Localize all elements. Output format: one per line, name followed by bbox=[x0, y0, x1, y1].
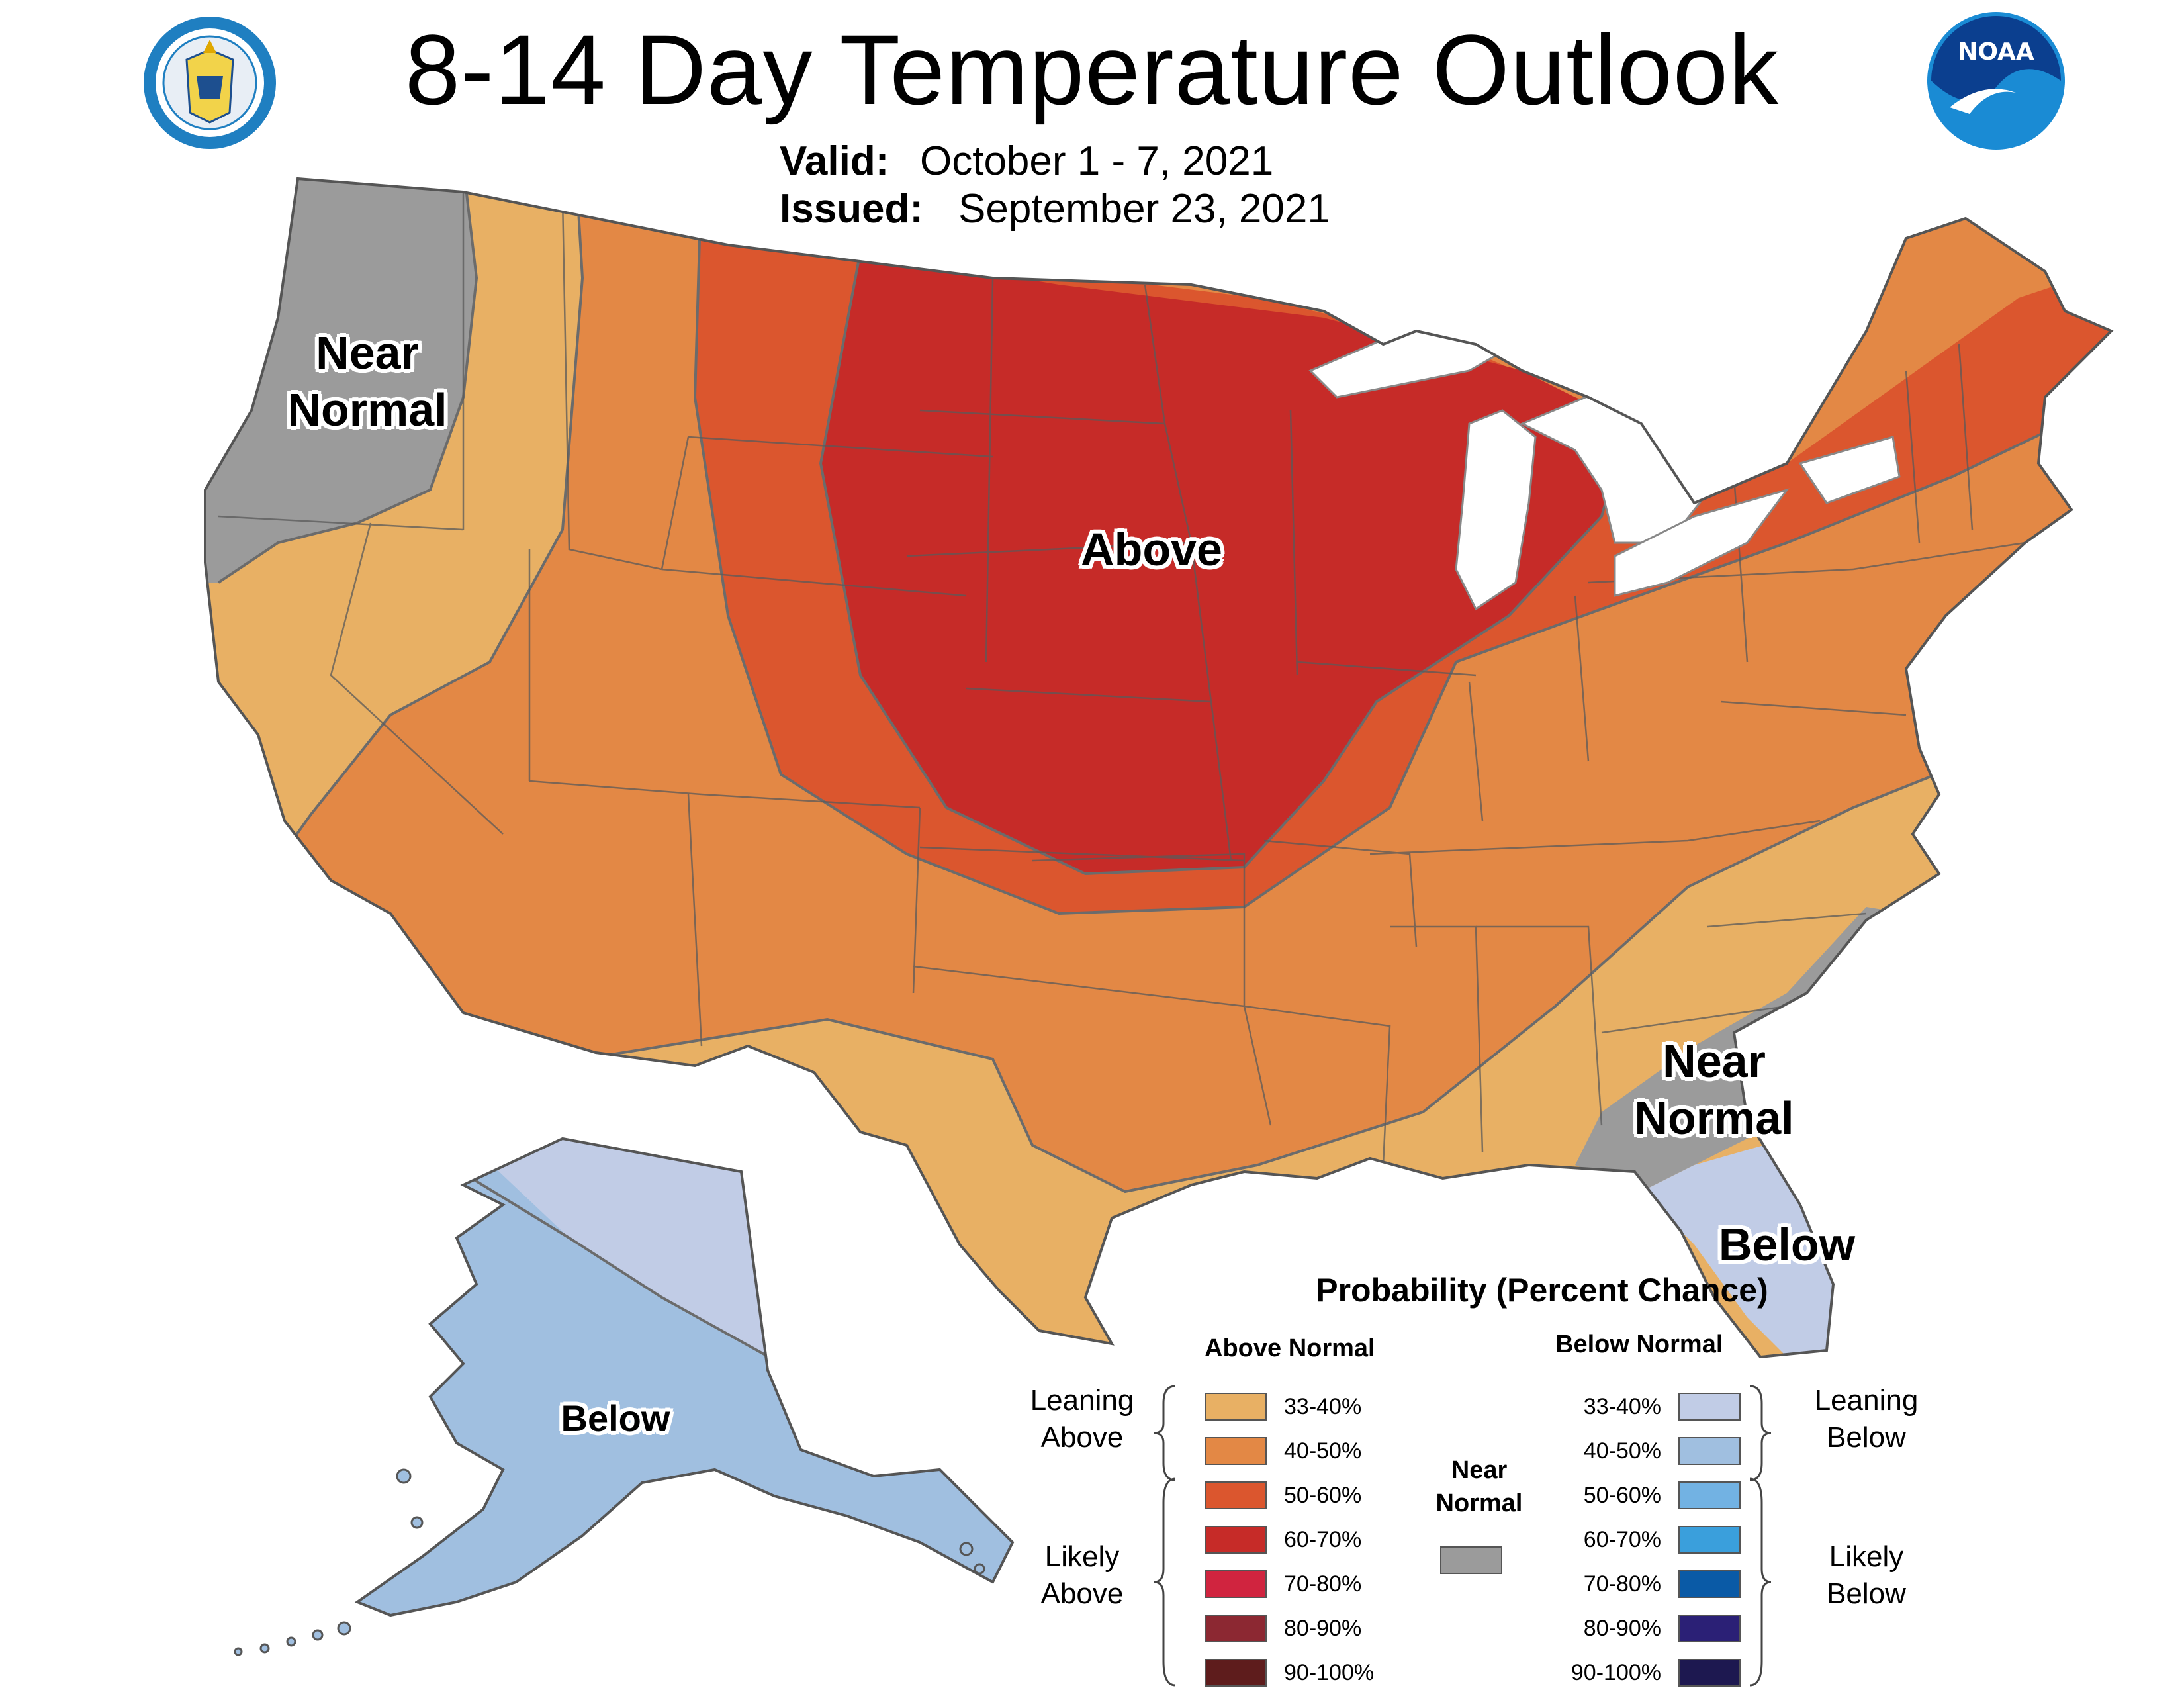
near-normal-southeast-line1: Near bbox=[1662, 1035, 1766, 1087]
near-normal-west-label: Near Normal bbox=[258, 324, 477, 438]
leaning-above-line2: Above bbox=[1040, 1421, 1124, 1454]
leaning-above-label: Leaning Above bbox=[1006, 1382, 1158, 1456]
leaning-below-line2: Below bbox=[1827, 1421, 1906, 1454]
near-normal-west-line2: Normal bbox=[287, 384, 447, 436]
legend-near-normal-swatch bbox=[1440, 1546, 1502, 1574]
legend-below-swatch bbox=[1678, 1437, 1741, 1465]
department-of-commerce-seal-icon bbox=[144, 17, 276, 149]
near-normal-heading-line2: Normal bbox=[1435, 1489, 1523, 1517]
legend-below-swatch bbox=[1678, 1393, 1741, 1421]
below-alaska-label: Below bbox=[561, 1397, 670, 1439]
legend-below-swatch bbox=[1678, 1481, 1741, 1509]
legend-below-heading: Below Normal bbox=[1555, 1331, 1723, 1358]
legend-above-swatch bbox=[1205, 1615, 1267, 1642]
near-normal-west-line1: Near bbox=[316, 327, 419, 379]
noaa-logo-icon: NOAA bbox=[1927, 12, 2065, 150]
legend-below-item-label: 70-80% bbox=[1583, 1571, 1661, 1597]
likely-below-brace-icon bbox=[1749, 1477, 1772, 1687]
legend-above-item-label: 40-50% bbox=[1284, 1438, 1362, 1464]
legend-above-item-label: 60-70% bbox=[1284, 1527, 1362, 1552]
leaning-above-brace-icon bbox=[1154, 1385, 1176, 1481]
leaning-below-brace-icon bbox=[1749, 1385, 1772, 1481]
legend-below-item-label: 33-40% bbox=[1583, 1394, 1661, 1419]
legend-above-swatch bbox=[1205, 1481, 1267, 1509]
legend-below-swatch bbox=[1678, 1526, 1741, 1554]
legend-above-item-label: 70-80% bbox=[1284, 1571, 1362, 1597]
issued-label: Issued: bbox=[780, 186, 924, 232]
likely-above-line1: Likely bbox=[1044, 1540, 1120, 1573]
legend-above-swatch bbox=[1205, 1393, 1267, 1421]
near-normal-southeast-line2: Normal bbox=[1634, 1092, 1794, 1144]
legend-above-swatch bbox=[1205, 1659, 1267, 1687]
near-normal-heading-line1: Near bbox=[1451, 1456, 1508, 1484]
legend-above-item-label: 50-60% bbox=[1284, 1483, 1362, 1508]
legend-above-heading: Above Normal bbox=[1205, 1335, 1375, 1362]
legend-below-item-label: 40-50% bbox=[1583, 1438, 1661, 1464]
legend-below-swatch bbox=[1678, 1659, 1741, 1687]
page-title: 8-14 Day Temperature Outlook bbox=[404, 14, 1780, 125]
leaning-below-line1: Leaning bbox=[1814, 1384, 1919, 1417]
legend-above-item-label: 80-90% bbox=[1284, 1616, 1362, 1641]
likely-above-label: Likely Above bbox=[1006, 1538, 1158, 1613]
below-florida-label: Below bbox=[1718, 1219, 1856, 1270]
legend-below-item-label: 80-90% bbox=[1583, 1616, 1661, 1641]
valid-value: October 1 - 7, 2021 bbox=[920, 138, 1274, 184]
near-normal-southeast-label: Near Normal bbox=[1602, 1033, 1827, 1147]
legend-below-swatch bbox=[1678, 1570, 1741, 1598]
likely-below-label: Likely Below bbox=[1787, 1538, 1946, 1613]
leaning-below-label: Leaning Below bbox=[1787, 1382, 1946, 1456]
legend-below-item-label: 90-100% bbox=[1570, 1660, 1661, 1685]
legend-above-swatch bbox=[1205, 1570, 1267, 1598]
likely-above-line2: Above bbox=[1040, 1577, 1124, 1610]
legend-below-swatch bbox=[1678, 1615, 1741, 1642]
legend-near-normal-heading: Near Normal bbox=[1423, 1454, 1535, 1520]
legend-above-item-label: 33-40% bbox=[1284, 1394, 1362, 1419]
legend-below-item-label: 60-70% bbox=[1583, 1527, 1661, 1552]
issued-value: September 23, 2021 bbox=[958, 186, 1330, 232]
valid-label: Valid: bbox=[780, 138, 889, 184]
legend-title: Probability (Percent Chance) bbox=[1316, 1272, 1768, 1309]
legend-below-item-label: 50-60% bbox=[1583, 1483, 1661, 1508]
above-label: Above bbox=[1081, 524, 1222, 575]
leaning-above-line1: Leaning bbox=[1030, 1384, 1134, 1417]
likely-below-line2: Below bbox=[1827, 1577, 1906, 1610]
legend-above-swatch bbox=[1205, 1526, 1267, 1554]
noaa-logo-text: NOAA bbox=[1958, 38, 2034, 66]
likely-above-brace-icon bbox=[1154, 1477, 1176, 1687]
likely-below-line1: Likely bbox=[1829, 1540, 1904, 1573]
legend-above-swatch bbox=[1205, 1437, 1267, 1465]
legend-above-item-label: 90-100% bbox=[1284, 1660, 1375, 1685]
